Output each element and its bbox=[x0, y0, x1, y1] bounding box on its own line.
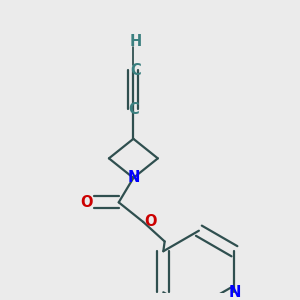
Text: O: O bbox=[80, 195, 93, 210]
Text: O: O bbox=[145, 214, 157, 230]
Text: C: C bbox=[128, 102, 139, 117]
Text: C: C bbox=[130, 63, 141, 78]
Text: N: N bbox=[228, 285, 241, 300]
Text: H: H bbox=[129, 34, 142, 49]
Text: N: N bbox=[127, 170, 140, 185]
